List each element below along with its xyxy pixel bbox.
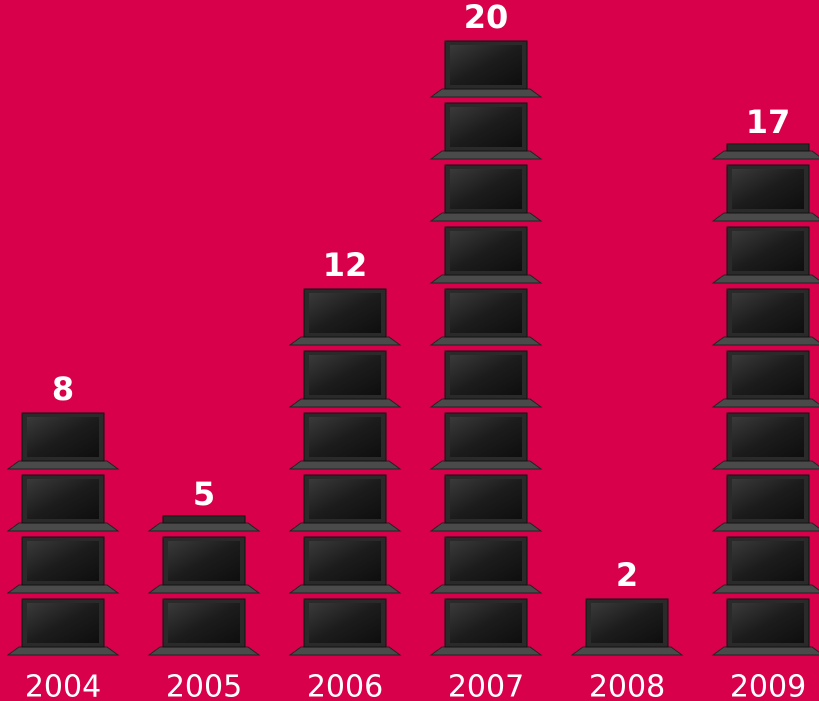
laptop-base	[290, 461, 400, 469]
pictograph-column	[149, 516, 259, 655]
pictograph-column	[713, 144, 819, 655]
laptop-screen	[450, 107, 522, 147]
laptop-screen	[168, 603, 240, 643]
pictograph-column	[8, 413, 118, 655]
x-tick-label: 2007	[448, 670, 524, 701]
chart: 8 2004 5 2005 12 2006 20 2007 2 2008 17 2009	[0, 0, 819, 701]
laptop-base	[431, 523, 541, 531]
value-label: 8	[52, 370, 74, 408]
laptop-base	[572, 647, 682, 655]
laptop-screen	[732, 355, 804, 395]
laptop-base	[149, 585, 259, 593]
laptop-base	[8, 585, 118, 593]
x-tick-label: 2006	[307, 670, 383, 701]
laptop-screen	[309, 479, 381, 519]
laptop-screen	[27, 541, 99, 581]
laptop-screen	[450, 479, 522, 519]
laptop-screen	[27, 417, 99, 457]
laptop-screen	[450, 231, 522, 271]
laptop-screen	[732, 541, 804, 581]
value-label: 17	[746, 103, 791, 141]
laptop-base	[431, 275, 541, 283]
laptop-base	[713, 337, 819, 345]
pictograph-column	[572, 599, 682, 655]
laptop-base	[713, 461, 819, 469]
laptop-screen	[450, 169, 522, 209]
x-tick-label: 2009	[730, 670, 806, 701]
laptop-base	[713, 647, 819, 655]
laptop-screen	[309, 541, 381, 581]
laptop-base	[431, 213, 541, 221]
laptop-screen	[732, 169, 804, 209]
laptop-screen	[168, 541, 240, 581]
laptop-screen	[732, 479, 804, 519]
laptop-base	[713, 399, 819, 407]
laptop-base	[431, 151, 541, 159]
laptop-screen	[450, 417, 522, 457]
laptop-screen	[591, 603, 663, 643]
laptop-screen	[732, 417, 804, 457]
laptop-base	[431, 89, 541, 97]
laptop-base	[149, 647, 259, 655]
value-label: 5	[193, 475, 215, 513]
laptop-base	[713, 585, 819, 593]
laptop-screen	[27, 479, 99, 519]
laptop-screen	[450, 293, 522, 333]
laptop-screen	[450, 355, 522, 395]
laptop-base	[290, 523, 400, 531]
pictograph-column	[290, 289, 400, 655]
laptop-base	[290, 585, 400, 593]
x-tick-label: 2004	[25, 670, 101, 701]
laptop-base	[713, 275, 819, 283]
pictograph-column	[431, 41, 541, 655]
laptop-base	[8, 647, 118, 655]
laptop-screen	[450, 603, 522, 643]
laptop-lid	[727, 144, 809, 151]
laptop-base	[8, 523, 118, 531]
laptop-base	[431, 647, 541, 655]
laptop-screen	[450, 45, 522, 85]
laptop-base	[290, 647, 400, 655]
laptop-screen	[732, 231, 804, 271]
laptop-screen	[309, 417, 381, 457]
laptop-base	[431, 585, 541, 593]
laptop-screen	[732, 293, 804, 333]
laptop-base	[149, 523, 259, 531]
laptop-screen	[27, 603, 99, 643]
laptop-screen	[450, 541, 522, 581]
laptop-screen	[309, 355, 381, 395]
laptop-lid	[163, 516, 245, 523]
laptop-base	[431, 337, 541, 345]
laptop-base	[431, 399, 541, 407]
laptop-base	[290, 337, 400, 345]
laptop-base	[8, 461, 118, 469]
laptop-base	[431, 461, 541, 469]
value-label: 20	[464, 0, 509, 36]
laptop-screen	[309, 293, 381, 333]
x-tick-label: 2008	[589, 670, 665, 701]
value-label: 2	[616, 556, 638, 594]
laptop-base	[290, 399, 400, 407]
laptop-base	[713, 213, 819, 221]
laptop-screen	[732, 603, 804, 643]
laptop-base	[713, 151, 819, 159]
value-label: 12	[323, 246, 368, 284]
laptop-screen	[309, 603, 381, 643]
laptop-base	[713, 523, 819, 531]
x-tick-label: 2005	[166, 670, 242, 701]
